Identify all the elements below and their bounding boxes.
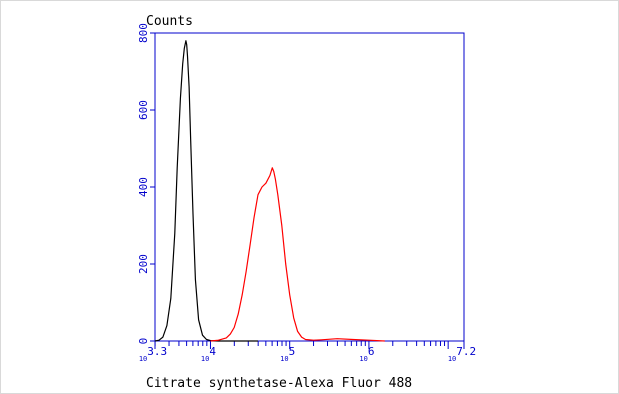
x-tick-label: 105 xyxy=(280,345,295,363)
histogram-series-line xyxy=(210,167,385,342)
y-tick-label: 800 xyxy=(137,23,150,43)
x-tick-label: 103.3 xyxy=(139,345,167,363)
y-tick-label: 400 xyxy=(137,177,150,197)
histogram-series-line xyxy=(154,40,258,342)
x-tick-label: 106 xyxy=(359,345,374,363)
plot-area xyxy=(154,32,465,342)
y-tick-label: 200 xyxy=(137,254,150,274)
y-tick-label: 600 xyxy=(137,100,150,120)
y-tick-label: 0 xyxy=(137,338,150,345)
x-axis-title: Citrate synthetase-Alexa Fluor 488 xyxy=(146,376,412,391)
x-tick-label: 107.2 xyxy=(448,345,476,363)
x-tick-label: 104 xyxy=(201,345,216,363)
y-axis-title: Counts xyxy=(146,14,193,29)
